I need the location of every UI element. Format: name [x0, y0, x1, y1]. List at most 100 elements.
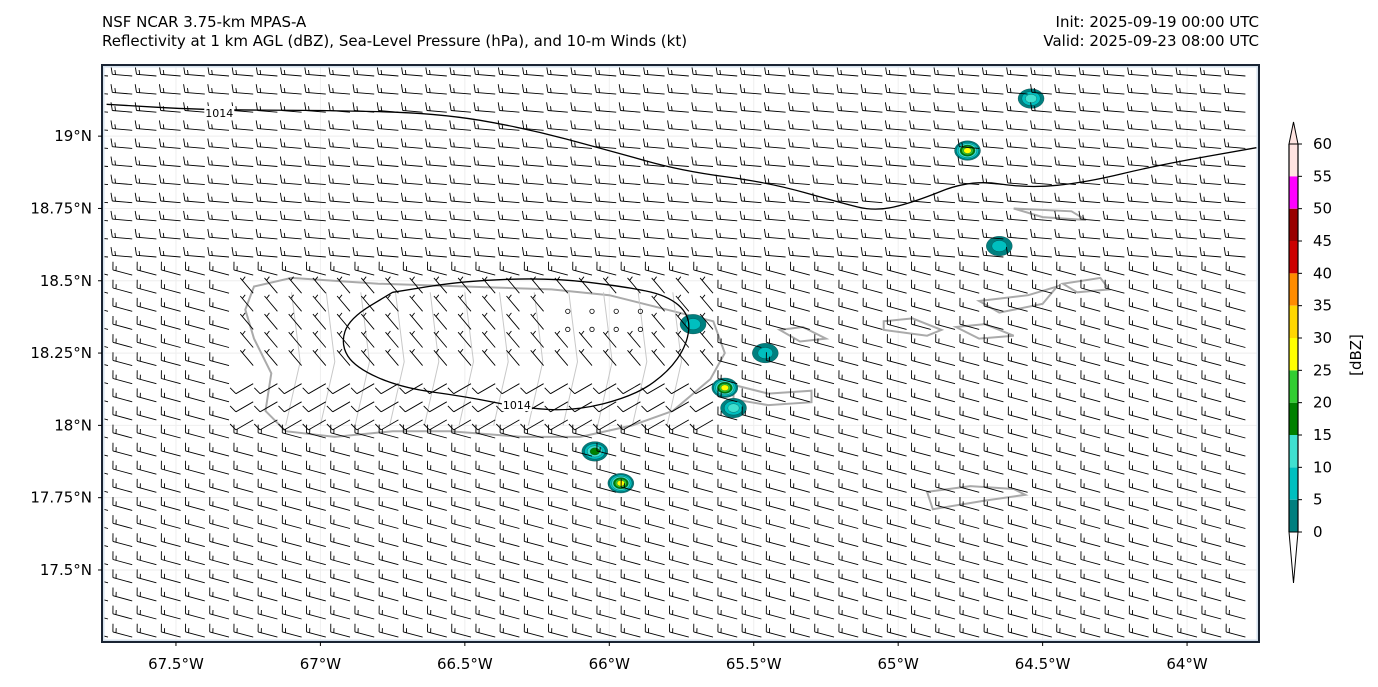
- barb-flag: [183, 84, 186, 93]
- barb-half: [646, 196, 649, 202]
- wind-barb: [860, 210, 883, 222]
- barb-shaft: [910, 182, 931, 186]
- barb-shaft: [1152, 128, 1173, 131]
- barb-half: [840, 142, 842, 147]
- barb-flag: [667, 102, 670, 111]
- barb-flag: [981, 84, 984, 93]
- barb-shaft: [789, 236, 810, 240]
- barb-shaft: [644, 110, 665, 113]
- barb-flag: [158, 102, 162, 111]
- barb-flag: [884, 210, 888, 220]
- barb-half: [840, 196, 842, 202]
- wind-barb: [836, 174, 859, 186]
- wind-barb: [521, 156, 544, 167]
- barb-half: [1179, 142, 1181, 147]
- barb-half: [283, 88, 286, 93]
- barb-half: [1058, 142, 1060, 147]
- barb-half: [91, 161, 92, 166]
- wind-barb: [158, 120, 181, 131]
- wind-barb: [255, 138, 278, 149]
- barb-flag: [521, 228, 525, 238]
- wind-barb: [1030, 138, 1052, 149]
- barb-shaft: [1031, 164, 1052, 167]
- barb-shaft: [1007, 146, 1028, 149]
- barb-half: [574, 106, 576, 111]
- barb-shaft: [596, 128, 617, 131]
- wind-barb: [328, 156, 351, 167]
- wind-barb: [134, 84, 157, 95]
- barb-half: [767, 106, 770, 111]
- barb-half: [1058, 178, 1060, 184]
- barb-flag: [1005, 192, 1009, 202]
- barb-shaft: [136, 236, 157, 240]
- barb-shaft: [765, 110, 786, 113]
- wind-barb: [570, 156, 593, 167]
- barb-flag: [1030, 120, 1033, 129]
- barb-half: [1130, 142, 1133, 147]
- barb-flag: [110, 228, 113, 238]
- barb-shaft: [1225, 182, 1246, 186]
- wind-barb: [400, 228, 423, 240]
- barb-shaft: [765, 73, 786, 77]
- barb-flag: [788, 192, 791, 202]
- barb-flag: [376, 192, 379, 202]
- wind-barb: [933, 102, 956, 113]
- wind-barb: [933, 210, 956, 222]
- barb-shaft: [233, 200, 254, 204]
- wind-barb: [642, 247, 665, 258]
- barb-half: [888, 88, 891, 93]
- wind-barb: [618, 247, 641, 258]
- barb-shaft: [862, 110, 883, 113]
- barb-half: [961, 196, 963, 202]
- barb-flag: [1223, 84, 1226, 93]
- barb-half: [792, 106, 794, 111]
- wind-barb: [788, 228, 810, 240]
- barb-half: [1034, 69, 1036, 75]
- barb-shaft: [1104, 200, 1125, 204]
- barb-half: [743, 196, 746, 202]
- barb-shaft: [378, 146, 399, 149]
- barb-shaft: [838, 91, 859, 95]
- barb-flag: [981, 156, 984, 165]
- wind-barb: [473, 210, 496, 222]
- wind-barb: [521, 102, 544, 113]
- barb-shaft: [572, 182, 593, 186]
- barb-shaft: [717, 146, 738, 149]
- barb-half: [1106, 214, 1109, 220]
- barb-half: [1203, 142, 1205, 147]
- barb-flag: [400, 156, 404, 165]
- barb-half: [332, 106, 334, 111]
- wind-barb: [1102, 210, 1125, 222]
- barb-shaft: [257, 200, 278, 204]
- wind-barb: [1102, 102, 1125, 113]
- barb-shaft: [572, 236, 593, 240]
- barb-flag: [304, 210, 307, 220]
- barb-half: [598, 250, 600, 256]
- barb-shaft: [741, 236, 762, 240]
- barb-shaft: [281, 128, 302, 131]
- barb-shaft: [935, 218, 956, 222]
- barb-half: [1203, 124, 1205, 129]
- barb-flag: [1223, 174, 1226, 183]
- wind-barb: [102, 129, 109, 131]
- wind-barb: [667, 138, 689, 149]
- barb-flag: [909, 120, 912, 129]
- barb-flag: [667, 228, 670, 238]
- barb-flag: [400, 174, 404, 183]
- barb-half: [1106, 88, 1109, 93]
- barb-flag: [183, 138, 186, 147]
- barb-half: [1058, 124, 1060, 129]
- barb-half: [961, 178, 963, 184]
- barb-flag: [909, 84, 912, 93]
- barb-shaft: [475, 164, 496, 167]
- barb-shaft: [209, 200, 230, 204]
- barb-shaft: [620, 128, 641, 131]
- barb-flag: [642, 247, 646, 256]
- barb-flag: [570, 228, 573, 238]
- barb-shaft: [910, 146, 931, 149]
- barb-shaft: [451, 218, 472, 222]
- barb-half: [404, 178, 407, 184]
- barb-shaft: [547, 110, 568, 113]
- barb-half: [283, 178, 286, 184]
- wind-barb: [473, 84, 496, 95]
